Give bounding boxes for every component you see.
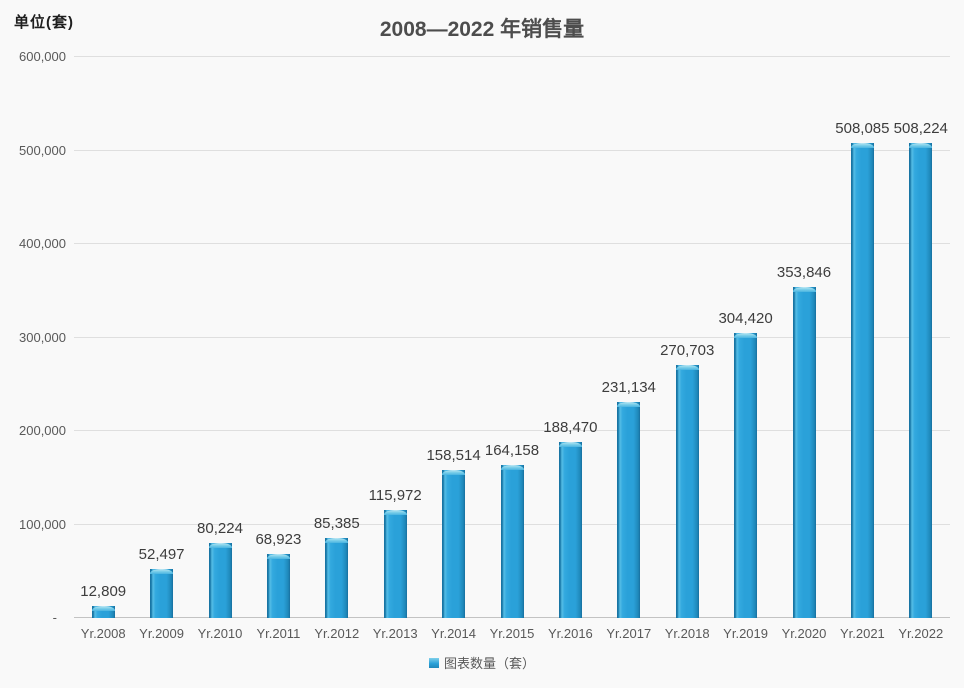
bar-Yr.2010 (208, 543, 232, 618)
gridline (74, 149, 950, 151)
data-label: 164,158 (484, 441, 540, 459)
gridline (74, 56, 950, 57)
y-axis-unit-label: 单位(套) (14, 14, 74, 31)
data-label: 304,420 (718, 310, 773, 328)
legend-swatch-icon (428, 657, 439, 668)
chart-title: 2008—2022 年销售量 (379, 18, 585, 41)
bar-Yr.2014 (442, 469, 466, 618)
x-axis-tick-label: Yr.2022 (898, 626, 944, 641)
bar-top-bevel (150, 568, 174, 574)
bar-Yr.2016 (558, 441, 582, 618)
bar-Yr.2019 (734, 333, 758, 618)
data-label: 80,224 (197, 520, 243, 537)
bar-top-bevel (500, 464, 524, 470)
x-axis-tick-label: Yr.2014 (431, 626, 476, 641)
bar-Yr.2008 (91, 606, 115, 618)
bar-top-bevel (266, 553, 290, 559)
bar-Yr.2021 (850, 142, 874, 618)
bar-top-bevel (208, 543, 232, 548)
bar-Yr.2011 (266, 553, 290, 618)
x-axis-tick-label: Yr.2020 (781, 626, 827, 641)
data-label: 85,385 (313, 515, 360, 533)
bar-top-bevel (675, 364, 699, 370)
x-axis: Yr.2008 Yr.2009 Yr.2010 Yr.2011 Yr.2012 Yr.20… (74, 626, 950, 644)
x-axis-tick-label: Yr.2015 (489, 626, 535, 641)
bar-top-bevel (909, 142, 933, 148)
bar-Yr.2015 (500, 464, 524, 618)
bar-top-bevel (734, 333, 758, 339)
legend-label: 图表数量（套） (443, 656, 535, 671)
x-axis-tick-label: Yr.2019 (723, 626, 768, 641)
bar-top-bevel (558, 441, 582, 447)
x-axis-tick-label: Yr.2012 (314, 626, 360, 641)
data-label: 508,085 (835, 119, 890, 137)
y-axis-tick-label: 300,000 (19, 329, 66, 345)
bar-top-bevel (617, 401, 641, 407)
data-label: 188,470 (543, 418, 598, 436)
bar-Yr.2018 (675, 364, 699, 618)
plot-area: 12,809 52,497 80,224 68,923 85,385 115,972 158… (74, 56, 950, 618)
bar-Yr.2009 (150, 568, 174, 618)
x-axis-tick-label: Yr.2008 (80, 626, 126, 641)
data-label: 158,514 (426, 446, 481, 464)
x-axis-tick-label: Yr.2013 (372, 626, 418, 641)
gridline (74, 243, 950, 244)
gridline (74, 430, 950, 431)
bar-top-bevel (442, 469, 466, 475)
y-axis-tick-label: 100,000 (19, 516, 66, 532)
data-label: 508,224 (893, 119, 948, 137)
x-axis-tick-label: Yr.2016 (547, 626, 593, 641)
bar-top-bevel (792, 287, 816, 293)
data-label: 12,809 (80, 583, 127, 601)
y-axis-tick-label: 200,000 (19, 423, 66, 438)
data-label: 68,923 (255, 530, 302, 548)
bar-top-bevel (383, 509, 407, 515)
y-axis-tick-label: 400,000 (19, 236, 66, 251)
y-axis-tick-label: 500,000 (19, 142, 66, 158)
data-label: 353,846 (776, 264, 832, 282)
y-axis-tick-label: 600,000 (19, 49, 66, 64)
bar-top-bevel (325, 538, 349, 544)
y-axis: - 100,000 200,000 300,000 400,000 500,000 600,… (0, 49, 66, 625)
data-label: 115,972 (368, 486, 422, 504)
legend: 图表数量（套） (0, 653, 964, 672)
bar-Yr.2022 (909, 142, 933, 618)
data-label: 231,134 (601, 378, 656, 396)
bar-Yr.2020 (792, 287, 816, 618)
y-axis-tick-label: - (52, 610, 57, 625)
gridline (74, 336, 950, 338)
x-axis-tick-label: Yr.2009 (139, 626, 184, 641)
bar-Yr.2012 (325, 538, 349, 618)
bar-top-bevel (91, 606, 115, 612)
bar-top-bevel (850, 142, 874, 148)
x-axis-tick-label: Yr.2021 (839, 626, 885, 641)
bar-Yr.2013 (383, 509, 407, 618)
x-axis-tick-label: Yr.2010 (197, 626, 243, 641)
data-label: 52,497 (138, 545, 185, 563)
x-axis-tick-label: Yr.2011 (256, 626, 301, 641)
x-axis-tick-label: Yr.2018 (664, 626, 710, 641)
data-label: 270,703 (660, 341, 715, 359)
x-axis-tick-label: Yr.2017 (606, 626, 652, 641)
bar-Yr.2017 (617, 401, 641, 618)
